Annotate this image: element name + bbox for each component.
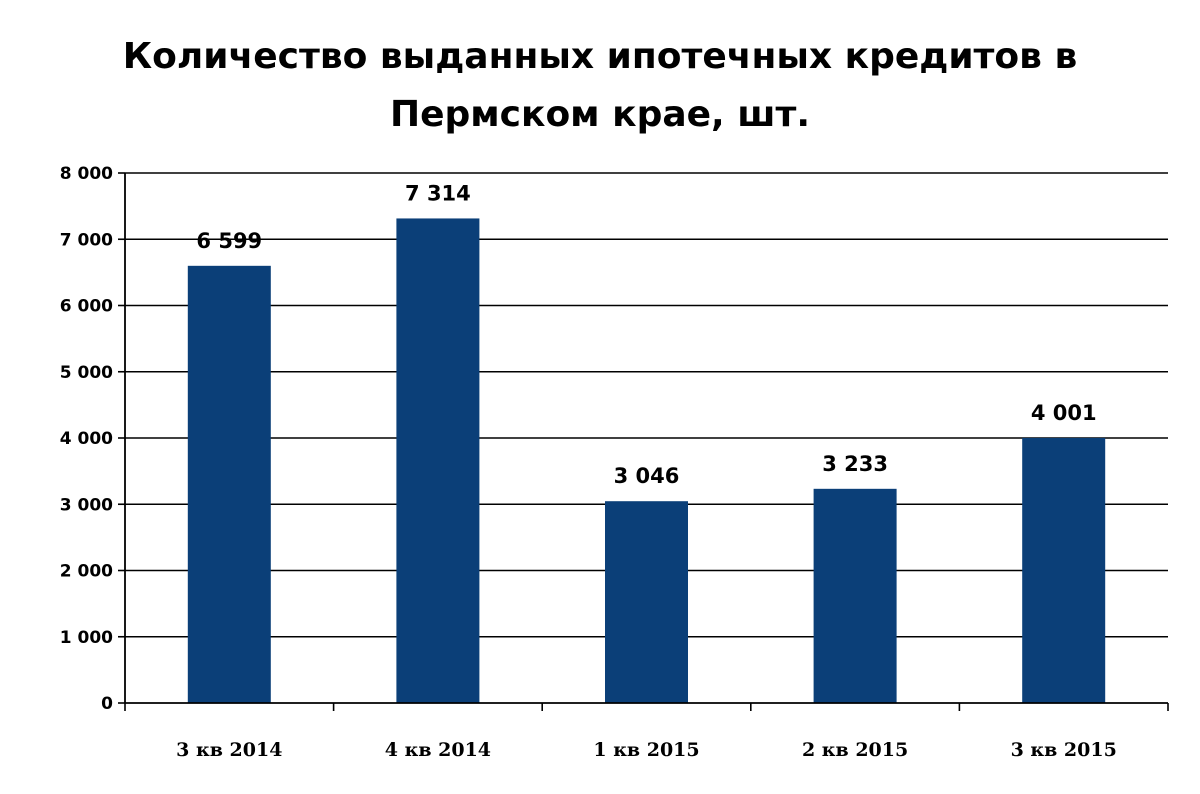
y-tick-label: 8 000 [60,164,113,184]
chart-title: Количество выданных ипотечных кредитов в… [122,36,1078,135]
y-tick-label: 2 000 [60,562,113,582]
x-category-label: 3 кв 2014 [176,739,282,761]
y-tick-label: 3 000 [60,495,113,515]
bar [187,265,271,703]
data-label: 4 001 [1031,401,1097,425]
y-tick-label: 4 000 [60,429,113,449]
x-category-label: 4 кв 2014 [385,739,491,761]
x-category-label: 3 кв 2015 [1011,739,1117,761]
data-label: 6 599 [196,229,262,253]
bars [187,218,1106,703]
y-tick-label: 5 000 [60,363,113,383]
y-tick-label: 7 000 [60,230,113,250]
bar [396,218,480,703]
y-tick-label: 1 000 [60,628,113,648]
data-label: 3 046 [614,464,680,488]
bar [1022,437,1106,703]
data-label: 7 314 [405,181,471,205]
labels: 0 1 000 2 000 3 000 4 000 5 000 6 000 7 000 8 00… [60,164,1117,761]
bar [605,501,688,703]
bar [813,488,897,703]
x-category-label: 1 кв 2015 [593,739,699,761]
data-label: 3 233 [822,452,888,476]
axes [118,172,1169,711]
x-category-label: 2 кв 2015 [802,739,908,761]
y-tick-label: 0 [101,694,113,714]
y-tick-label: 6 000 [60,297,113,317]
